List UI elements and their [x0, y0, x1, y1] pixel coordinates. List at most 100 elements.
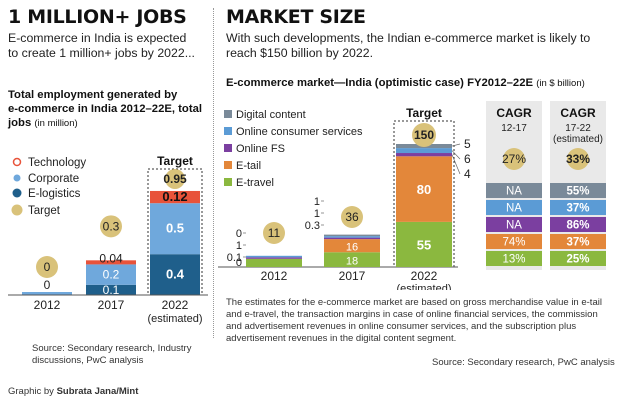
cagr-period-1: 17-22	[565, 123, 591, 134]
legend-swatch-online_fs	[224, 144, 232, 152]
cagr-value-1-digital: 55%	[566, 186, 589, 198]
target-frame	[147, 168, 203, 296]
market-total-label-2012: 11	[268, 226, 281, 240]
legend-item-online_consumer: Online consumer services	[224, 126, 363, 138]
cagr-cell-0-etravel	[486, 251, 542, 266]
legend-label-target: Target	[28, 205, 61, 217]
legend-swatch-online_consumer	[224, 127, 232, 135]
left-source-line-2: discussions, PwC analysis	[32, 355, 144, 366]
panel-divider	[213, 8, 214, 338]
credit-name: Subrata Jana/Mint	[56, 386, 139, 397]
legend-label-etail: E-tail	[236, 160, 261, 172]
legend-item-target: Target	[11, 204, 61, 217]
market-total-circle-2022	[412, 123, 436, 147]
x-tick-2012: 2012	[34, 298, 61, 312]
bar-2022-technology	[150, 190, 200, 204]
right-chart-subtitle: E-commerce market—India (optimistic case…	[226, 76, 585, 91]
left-intro-line-1: E-commerce in India is expected	[8, 31, 187, 45]
total-label-2022: 0.95	[163, 172, 187, 186]
total-circle-2017	[100, 215, 122, 238]
market-label-2012-etail: 0	[236, 257, 242, 269]
legend-label-e-logistics: E-logistics	[28, 188, 81, 200]
cagr-title-0: CAGR	[496, 106, 532, 120]
legend-label-etravel: E-travel	[236, 177, 274, 189]
market-label-2022-etravel: 55	[417, 237, 431, 252]
left-subtitle-line-1: Total employment generated by	[8, 89, 178, 101]
market-label-2022-online_fs: 4	[464, 167, 471, 181]
legend-item-technology: Technology	[12, 157, 86, 169]
bar-label-2022-technology: 0.12	[162, 189, 187, 204]
right-source: Source: Secondary research, PwC analysis	[432, 357, 615, 368]
bar-label-2012-elogistics: 0	[44, 278, 51, 292]
bar-label-2017-corporate: 0.2	[103, 268, 120, 282]
left-source-line-1: Source: Secondary research, Industry	[32, 343, 192, 354]
bar-label-2022-elogistics: 0.4	[166, 267, 185, 282]
market-bar-2017-etail	[324, 239, 380, 253]
cagr-total-circle-1	[567, 148, 589, 170]
market-leader-2022-online_consumer	[451, 150, 461, 160]
market-leader-2022-digital	[451, 143, 461, 147]
cagr-value-0-digital: NA	[506, 186, 522, 198]
market-x-tick-sub-2022: (estimated)	[396, 283, 451, 290]
cagr-cell-1-online_consumer	[550, 200, 606, 215]
graphic-credit: Graphic by Subrata Jana/Mint	[8, 386, 138, 398]
cagr-cell-1-etail	[550, 234, 606, 249]
bar-2017-technology	[86, 260, 136, 265]
market-target-header: Target	[406, 106, 442, 120]
total-circle-2022	[165, 168, 185, 189]
cagr-total-1: 33%	[566, 152, 590, 166]
market-label-2017-online_fs: 0.3	[305, 220, 320, 232]
cagr-value-0-online_fs: NA	[506, 220, 522, 232]
left-title: 1 MILLION+ JOBS	[8, 6, 187, 28]
cagr-cell-0-online_fs	[486, 217, 542, 232]
market-label-2022-etail: 80	[417, 182, 431, 197]
market-bar-2017-digital	[324, 234, 380, 237]
cagr-cell-0-etail	[486, 234, 542, 249]
left-subtitle-line-3: jobs	[8, 117, 32, 129]
legend-item-corporate: Corporate	[13, 173, 79, 185]
bar-2017-corporate	[86, 264, 136, 285]
right-note-line-4: advertisement revenues in the digital co…	[226, 333, 457, 344]
corporate-icon	[13, 174, 21, 182]
bar-2022-elogistics	[150, 254, 200, 295]
cagr-cell-0-online_consumer	[486, 200, 542, 215]
elogistics-icon	[12, 188, 22, 198]
x-tick-sub-2022: (estimated)	[147, 313, 202, 325]
legend-label-technology: Technology	[28, 157, 86, 169]
market-total-label-2022: 150	[414, 128, 434, 142]
cagr-period-0: 12-17	[501, 123, 527, 134]
right-note: The estimates for the e-commerce market …	[226, 297, 602, 345]
left-subtitle-unit: (in million)	[34, 118, 78, 129]
bar-label-2017-elogistics: 0.1	[103, 283, 120, 297]
target-header: Target	[157, 154, 193, 168]
credit-prefix: Graphic by	[8, 386, 57, 397]
market-bar-2022-etail	[396, 156, 452, 222]
cagr-cell-0-digital	[486, 183, 542, 198]
legend-swatch-etravel	[224, 178, 232, 186]
total-label-2012: 0	[44, 260, 51, 274]
legend-label-digital: Digital content	[236, 109, 306, 121]
right-note-line-1: The estimates for the e-commerce market …	[226, 297, 602, 308]
bar-label-2022-corporate: 0.5	[166, 221, 184, 236]
total-label-2017: 0.3	[103, 219, 120, 233]
market-label-2017-digital: 1	[314, 196, 320, 208]
legend-label-online_fs: Online FS	[236, 143, 285, 155]
right-subtitle-unit: (in $ billion)	[536, 78, 585, 89]
x-tick-2017: 2017	[98, 298, 125, 312]
market-total-label-2017: 36	[345, 210, 359, 224]
cagr-cell-1-online_fs	[550, 217, 606, 232]
market-x-tick-2012: 2012	[261, 269, 288, 283]
market-label-2022-online_consumer: 6	[464, 152, 471, 166]
cagr-value-0-etail: 74%	[502, 237, 525, 249]
market-bar-2017-online_consumer	[324, 236, 380, 238]
bar-2017-elogistics	[86, 284, 136, 295]
market-leader-2022-online_fs	[451, 154, 461, 175]
market-bar-2022-etravel	[396, 221, 452, 267]
right-subtitle-text: E-commerce market—India (optimistic case…	[226, 77, 534, 89]
cagr-cell-1-etravel	[550, 251, 606, 266]
legend-item-etail: E-tail	[224, 160, 261, 172]
legend-item-online_fs: Online FS	[224, 143, 285, 155]
market-label-2017-etravel: 18	[346, 256, 358, 268]
market-bar-2012-online_fs	[246, 257, 302, 259]
cagr-value-1-online_fs: 86%	[566, 220, 589, 232]
